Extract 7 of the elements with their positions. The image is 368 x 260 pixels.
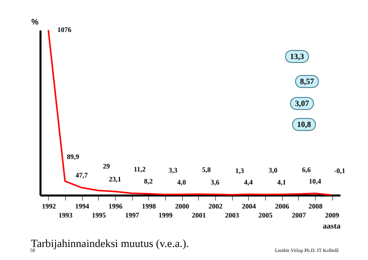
- annotation: 13,3: [285, 50, 309, 63]
- annotation: 3,07: [290, 97, 314, 110]
- x-axis-title: aasta: [322, 222, 340, 230]
- text: Tarbijahinnaindeksi muutus (v.e.a.).: [30, 238, 190, 250]
- annotation: 8,57: [295, 75, 319, 88]
- y-axis-title: %: [31, 18, 38, 26]
- annotation: 10,8: [292, 118, 316, 131]
